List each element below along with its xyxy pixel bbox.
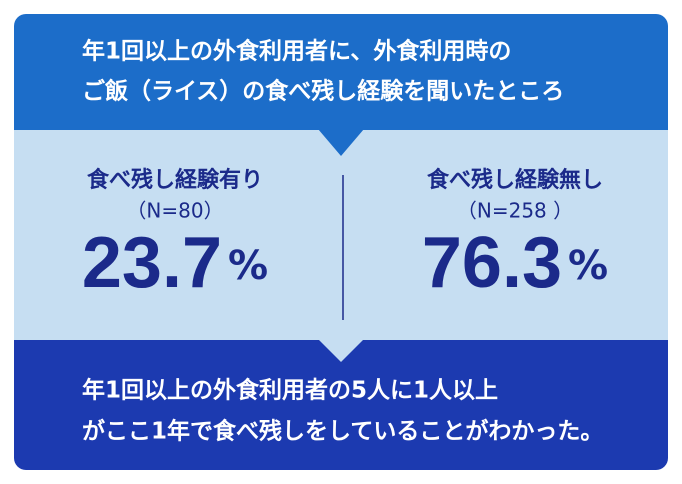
stat-value: 76.3% (422, 223, 608, 303)
footer-line: がここ1年で食べ残しをしていることがわかった。 (82, 418, 603, 445)
stat-n: （N=258 ） (457, 199, 573, 223)
card (14, 14, 668, 470)
arrow (318, 129, 364, 156)
header-band (14, 14, 668, 130)
stat-value: 23.7% (82, 223, 268, 303)
stat-label: 食べ残し経験有り (87, 167, 263, 193)
value: 76.3 (422, 223, 562, 303)
unit: % (228, 243, 268, 289)
header-line: 年1回以上の外食利用者に、外食利用時の (82, 38, 511, 65)
header-line: ご飯（ライス）の食べ残し経験を聞いたところ (82, 78, 564, 105)
stat-n: （N=80） (126, 199, 223, 223)
value: 23.7 (82, 223, 222, 303)
stat-label: 食べ残し経験無し (427, 167, 603, 193)
footer-line: 年1回以上の外食利用者の5人に1人以上 (82, 377, 498, 404)
arrow (318, 339, 364, 362)
unit: % (568, 243, 608, 289)
stats-band (14, 130, 668, 340)
